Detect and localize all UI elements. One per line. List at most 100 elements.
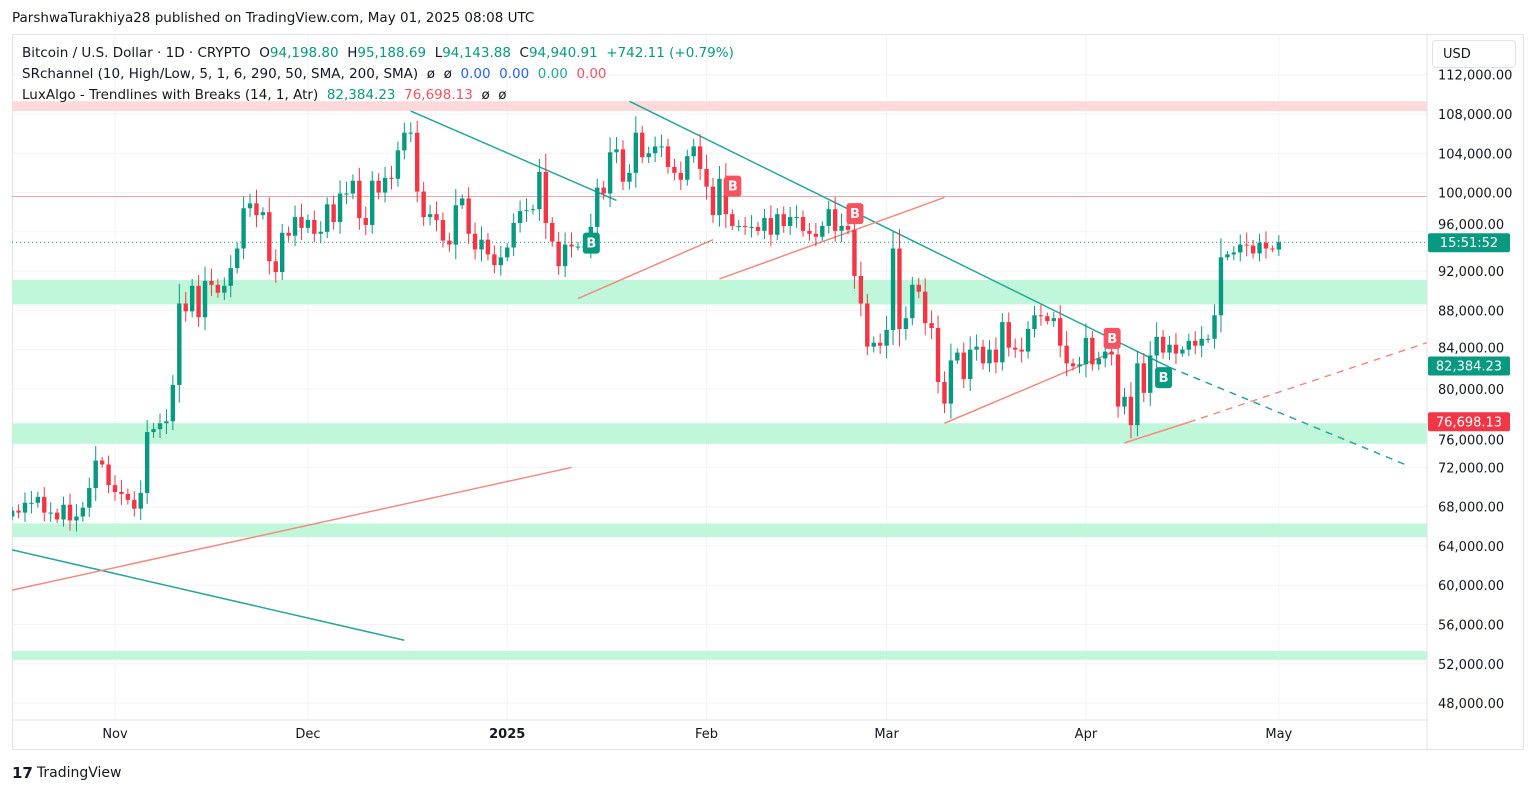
candle-body bbox=[1186, 340, 1192, 350]
trendline bbox=[1124, 421, 1190, 444]
candle-body bbox=[318, 231, 323, 234]
close-label: C bbox=[519, 45, 529, 61]
candle-body bbox=[922, 291, 928, 324]
candle-body bbox=[723, 178, 729, 215]
break-marker-label: B bbox=[1107, 332, 1117, 347]
y-tick-label: 108,000.00 bbox=[1438, 108, 1512, 123]
bull-break-marker bbox=[1155, 367, 1173, 389]
candle-body bbox=[434, 214, 439, 221]
candle-body bbox=[704, 168, 709, 187]
bear-break-marker bbox=[1103, 327, 1121, 349]
candle-body bbox=[652, 146, 658, 154]
candle-body bbox=[254, 203, 259, 216]
candle-body bbox=[61, 504, 66, 520]
currency-button[interactable]: USD bbox=[1432, 40, 1516, 68]
candle-body bbox=[87, 488, 92, 508]
y-tick-label: 56,000.00 bbox=[1438, 619, 1504, 634]
candle-body bbox=[1000, 322, 1005, 363]
candle-body bbox=[1013, 347, 1018, 350]
candle-body bbox=[601, 187, 606, 194]
candle-body bbox=[382, 177, 388, 193]
candle-body bbox=[427, 214, 433, 218]
trendline bbox=[410, 110, 617, 202]
candle-body bbox=[1199, 338, 1204, 346]
candle-body bbox=[1218, 257, 1224, 316]
candle-body bbox=[787, 217, 793, 226]
candle-body bbox=[890, 248, 896, 330]
candle-body bbox=[1058, 318, 1063, 346]
indicator-value: 76,698.13 bbox=[404, 87, 473, 103]
symbol-legend[interactable]: Bitcoin / U.S. Dollar · 1D · CRYPTO O94,… bbox=[22, 45, 734, 61]
candle-body bbox=[852, 229, 857, 276]
candle-body bbox=[286, 232, 291, 236]
y-tick-label: 60,000.00 bbox=[1438, 579, 1504, 594]
y-tick-label: 88,000.00 bbox=[1438, 304, 1504, 319]
indicator-value: 0.00 bbox=[537, 66, 568, 82]
candle-body bbox=[678, 172, 684, 180]
low-value: 94,143.88 bbox=[442, 45, 511, 61]
candle-body bbox=[485, 239, 491, 255]
support-zone bbox=[12, 523, 1427, 538]
candle-body bbox=[710, 186, 716, 216]
candle-body bbox=[196, 285, 201, 318]
candle-body bbox=[1205, 338, 1211, 340]
candle-body bbox=[1109, 351, 1114, 355]
candle-body bbox=[1238, 244, 1243, 253]
candle-body bbox=[215, 284, 221, 293]
candle-body bbox=[877, 342, 883, 346]
tradingview-logo[interactable]: 17 TradingView bbox=[12, 764, 121, 782]
candle-body bbox=[646, 153, 651, 158]
trendline bbox=[12, 466, 572, 591]
candle-body bbox=[993, 349, 999, 363]
candle-body bbox=[16, 510, 21, 513]
srchannel-legend[interactable]: SRchannel (10, High/Low, 5, 1, 6, 290, 5… bbox=[22, 66, 607, 82]
x-tick-label: Feb bbox=[695, 727, 718, 742]
candle-body bbox=[228, 268, 233, 286]
candle-body bbox=[807, 230, 812, 234]
x-tick-label: May bbox=[1265, 727, 1292, 742]
candle-body bbox=[279, 232, 285, 273]
candle-body bbox=[1250, 245, 1256, 254]
candle-body bbox=[350, 180, 356, 194]
price-axis-label-text: 76,698.13 bbox=[1436, 415, 1502, 430]
y-tick-label: 112,000.00 bbox=[1438, 69, 1512, 84]
candle-body bbox=[659, 146, 664, 148]
candle-body bbox=[106, 464, 111, 486]
y-tick-label: 80,000.00 bbox=[1438, 383, 1504, 398]
trendline bbox=[577, 238, 714, 300]
symbol-name: Bitcoin / U.S. Dollar · 1D · CRYPTO bbox=[22, 45, 251, 61]
candle-body bbox=[736, 225, 741, 227]
candle-body bbox=[691, 146, 696, 157]
candle-body bbox=[1077, 364, 1082, 367]
candle-body bbox=[331, 204, 336, 222]
candle-body bbox=[177, 303, 182, 385]
candle-body bbox=[241, 208, 246, 249]
candle-body bbox=[980, 346, 986, 364]
candle-body bbox=[967, 349, 973, 380]
candle-body bbox=[415, 132, 420, 192]
candle-body bbox=[1276, 242, 1282, 250]
candle-body bbox=[820, 225, 825, 237]
candle-body bbox=[1070, 363, 1076, 367]
candle-body bbox=[93, 460, 98, 489]
candle-body bbox=[1083, 337, 1089, 365]
price-axis-label bbox=[1428, 356, 1510, 376]
y-tick-label: 68,000.00 bbox=[1438, 501, 1504, 516]
candle-body bbox=[865, 303, 870, 347]
indicator-value: 0.00 bbox=[460, 66, 491, 82]
candle-body bbox=[1225, 254, 1230, 258]
candle-body bbox=[498, 257, 503, 266]
candle-body bbox=[685, 156, 690, 180]
candle-body bbox=[299, 217, 304, 228]
candle-body bbox=[370, 180, 375, 225]
candle-body bbox=[1212, 315, 1217, 339]
candle-body bbox=[67, 504, 73, 521]
candle-body bbox=[768, 218, 774, 235]
candle-body bbox=[408, 132, 413, 134]
luxalgo-legend[interactable]: LuxAlgo - Trendlines with Breaks (14, 1,… bbox=[22, 87, 507, 103]
break-marker-label: B bbox=[728, 180, 738, 195]
candle-body bbox=[614, 149, 619, 153]
tv-logo-icon: 17 bbox=[12, 764, 33, 782]
candle-body bbox=[395, 150, 401, 179]
